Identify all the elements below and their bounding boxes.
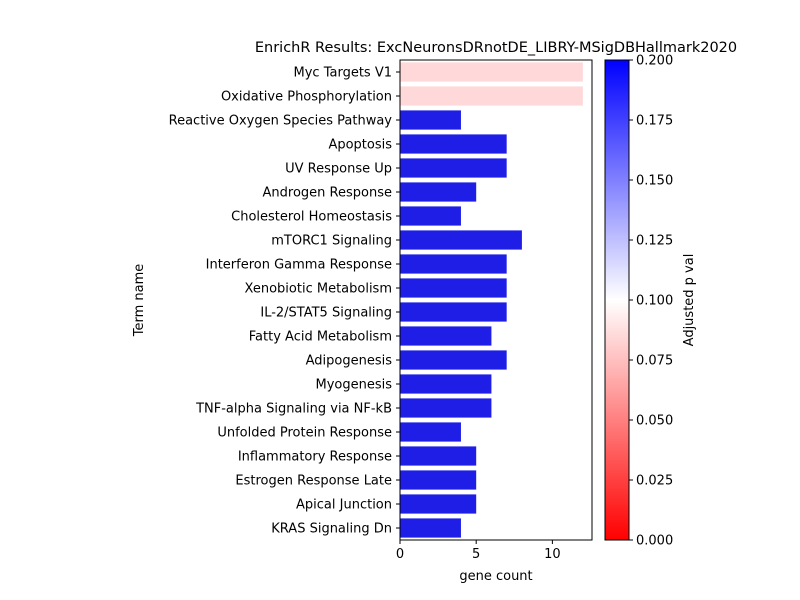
y-axis-label: Term name [132,264,147,338]
colorbar-tick-label: 0.200 [636,54,673,69]
colorbar-tick-label: 0.000 [636,534,673,549]
plot-frame [399,59,593,541]
bar [400,62,583,82]
y-tick-label: Apoptosis [328,138,392,153]
bar [400,182,477,202]
y-tick-label: Reactive Oxygen Species Pathway [169,114,393,129]
y-tick-labels: Myc Targets V1 Oxidative Phosphorylation R… [169,66,400,537]
bar [400,374,492,394]
bars-layer [400,62,583,538]
bar [400,110,461,130]
bar [400,86,583,106]
y-tick-label: Cholesterol Homeostasis [231,210,392,225]
colorbar-tick-label: 0.125 [636,234,673,249]
y-tick-label: UV Response Up [285,162,392,177]
colorbar-ticks: 0.000 0.025 0.050 0.075 0.100 0.125 0.150 0.175… [629,54,673,549]
bar [400,254,507,274]
colorbar-tick-label: 0.150 [636,174,673,189]
bar [400,134,507,154]
x-tick-label: 5 [472,547,480,562]
bar [400,230,522,250]
y-tick-label: Androgen Response [263,186,392,201]
y-tick-label: Xenobiotic Metabolism [245,282,392,297]
y-tick-label: IL-2/STAT5 Signaling [260,306,392,321]
y-tick-label: Myogenesis [315,378,392,393]
bar [400,470,477,490]
bar [400,398,492,418]
chart-title: EnrichR Results: ExcNeuronsDRnotDE_LIBRY… [255,40,737,56]
bar [400,278,507,298]
bar [400,326,492,346]
y-tick-label: Unfolded Protein Response [217,426,392,441]
bar [400,158,507,178]
x-tick-label: 0 [396,547,404,562]
colorbar-label: Adjusted p val [682,254,697,347]
colorbar-tick-label: 0.025 [636,474,673,489]
y-tick-label: Myc Targets V1 [294,66,392,81]
bar [400,422,461,442]
y-tick-label: Interferon Gamma Response [206,258,392,273]
bar [400,302,507,322]
colorbar [604,59,630,541]
y-tick-label: Estrogen Response Late [235,474,392,489]
x-tick-label: 10 [544,547,561,562]
y-tick-label: KRAS Signaling Dn [271,522,392,537]
colorbar-tick-label: 0.075 [636,354,673,369]
bar [400,518,461,538]
bar [400,206,461,226]
bar [400,494,477,514]
bar [400,350,507,370]
x-axis-label: gene count [459,569,532,584]
y-tick-label: Oxidative Phosphorylation [221,90,392,105]
y-tick-label: TNF-alpha Signaling via NF-kB [195,402,392,417]
colorbar-tick-label: 0.100 [636,294,673,309]
y-tick-label: Adipogenesis [306,354,393,369]
y-tick-label: Fatty Acid Metabolism [249,330,392,345]
y-tick-label: Inflammatory Response [238,450,392,465]
y-tick-label: Apical Junction [296,498,392,513]
y-tick-label: mTORC1 Signaling [271,234,392,249]
bar [400,446,477,466]
colorbar-tick-label: 0.175 [636,114,673,129]
colorbar-tick-label: 0.050 [636,414,673,429]
x-ticks: 0 5 10 [396,540,561,562]
